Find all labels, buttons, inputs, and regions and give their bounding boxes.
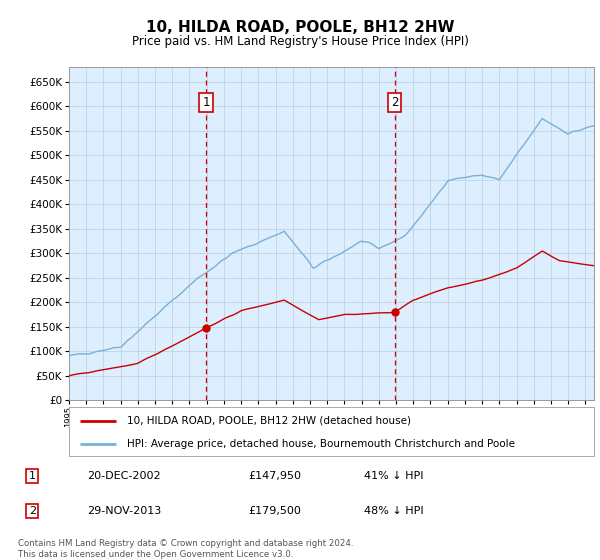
Text: 41% ↓ HPI: 41% ↓ HPI xyxy=(364,471,423,481)
Text: £179,500: £179,500 xyxy=(248,506,301,516)
Text: 10, HILDA ROAD, POOLE, BH12 2HW: 10, HILDA ROAD, POOLE, BH12 2HW xyxy=(146,20,454,35)
Text: 1: 1 xyxy=(29,471,36,481)
Text: 2: 2 xyxy=(391,96,398,109)
Text: Contains HM Land Registry data © Crown copyright and database right 2024.
This d: Contains HM Land Registry data © Crown c… xyxy=(18,539,353,559)
Text: £147,950: £147,950 xyxy=(248,471,301,481)
Text: 20-DEC-2002: 20-DEC-2002 xyxy=(87,471,161,481)
Text: 48% ↓ HPI: 48% ↓ HPI xyxy=(364,506,423,516)
Text: 29-NOV-2013: 29-NOV-2013 xyxy=(87,506,161,516)
Text: 1: 1 xyxy=(202,96,210,109)
Text: HPI: Average price, detached house, Bournemouth Christchurch and Poole: HPI: Average price, detached house, Bour… xyxy=(127,439,515,449)
Text: 2: 2 xyxy=(29,506,36,516)
Text: Price paid vs. HM Land Registry's House Price Index (HPI): Price paid vs. HM Land Registry's House … xyxy=(131,35,469,48)
Text: 10, HILDA ROAD, POOLE, BH12 2HW (detached house): 10, HILDA ROAD, POOLE, BH12 2HW (detache… xyxy=(127,416,411,426)
